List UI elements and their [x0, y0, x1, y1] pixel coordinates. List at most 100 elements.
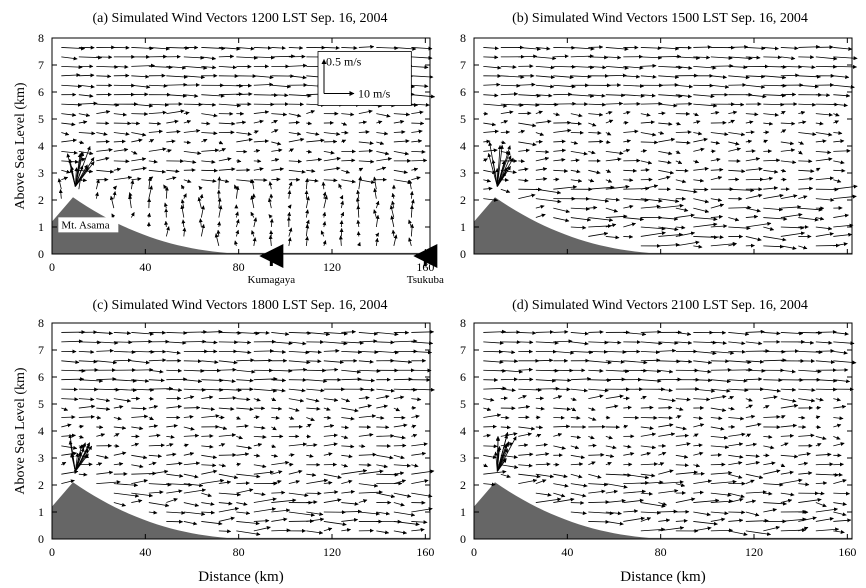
wind-vector: [658, 131, 665, 135]
wind-vector: [815, 139, 827, 144]
wind-vector: [496, 145, 502, 187]
wind-vector: [411, 65, 429, 70]
wind-vector: [798, 150, 803, 155]
wind-vector: [393, 530, 408, 535]
wind-vector: [96, 156, 110, 162]
wind-vector: [411, 414, 420, 419]
wind-vector: [411, 527, 425, 532]
wind-vector: [640, 341, 663, 346]
wind-vector: [216, 229, 221, 237]
wind-vector: [61, 415, 76, 420]
wind-vector: [728, 188, 755, 193]
wind-vector: [693, 423, 705, 428]
wind-vector: [358, 395, 370, 400]
wind-vector: [236, 331, 260, 336]
wind-vector: [640, 451, 651, 456]
wind-vector: [483, 139, 491, 144]
wind-vector: [218, 140, 224, 145]
y-tick-label: 7: [38, 343, 44, 357]
wind-vector: [535, 442, 548, 447]
wind-vector: [201, 329, 223, 334]
wind-vector: [693, 463, 701, 468]
wind-vector: [833, 194, 857, 200]
wind-vector: [253, 470, 274, 475]
wind-vector: [535, 204, 545, 209]
wind-vector: [588, 122, 597, 127]
wind-vector: [553, 407, 571, 412]
wind-vector: [183, 140, 192, 145]
wind-vector: [376, 157, 392, 162]
wind-vector: [320, 230, 325, 237]
wind-vectors: [483, 44, 858, 251]
wind-vector: [833, 511, 847, 517]
wind-vector: [201, 395, 214, 400]
wind-vector: [553, 207, 570, 214]
wind-vector: [815, 415, 821, 420]
wind-vector: [710, 528, 734, 533]
wind-vector: [148, 176, 154, 181]
wind-vector: [588, 435, 595, 440]
wind-vector: [393, 471, 405, 476]
wind-vector: [500, 92, 519, 97]
y-tick-label: 4: [38, 424, 44, 438]
wind-vector: [623, 509, 639, 514]
wind-vector: [376, 454, 394, 460]
wind-vector: [410, 223, 415, 237]
wind-vector: [745, 479, 755, 485]
wind-vector: [483, 469, 507, 475]
wind-vector: [131, 331, 155, 336]
wind-vector: [236, 502, 248, 506]
wind-vector: [693, 147, 705, 152]
wind-vector: [78, 397, 95, 402]
wind-vector: [833, 46, 853, 51]
wind-vector: [113, 462, 124, 467]
wind-vector: [605, 55, 622, 60]
wind-vector: [74, 444, 90, 472]
wind-vector: [535, 56, 557, 61]
wind-vector: [288, 75, 307, 80]
wind-vector: [710, 517, 726, 522]
wind-vector: [236, 340, 252, 345]
wind-vector: [798, 245, 808, 250]
wind-vector: [376, 340, 395, 345]
wind-vector: [675, 442, 691, 447]
wind-vector: [61, 176, 69, 181]
wind-vector: [411, 74, 434, 79]
wind-vector: [483, 178, 492, 183]
wind-vector: [693, 388, 716, 393]
wind-vector: [658, 509, 678, 514]
wind-vector: [236, 46, 255, 51]
wind-vector: [518, 93, 541, 98]
wind-vector: [710, 241, 737, 247]
wind-vector: [658, 462, 665, 466]
wind-vector: [763, 139, 768, 144]
wind-vector: [61, 169, 71, 174]
wind-vector: [658, 480, 684, 485]
wind-vector: [131, 74, 150, 79]
wind-vector: [341, 45, 358, 50]
wind-vector: [833, 120, 840, 125]
wind-vector: [148, 369, 164, 374]
wind-vector: [833, 84, 855, 89]
wind-vector: [70, 453, 76, 472]
wind-vector: [833, 350, 848, 355]
wind-vector: [763, 83, 787, 88]
wind-vector: [710, 110, 720, 115]
wind-vector: [798, 497, 822, 503]
wind-vector: [780, 387, 797, 392]
wind-vector: [305, 219, 310, 228]
wind-vector: [483, 129, 499, 134]
wind-vector: [780, 528, 807, 533]
wind-vector: [693, 159, 700, 164]
wind-vector: [728, 119, 735, 124]
wind-vector: [780, 212, 803, 218]
wind-vector: [148, 378, 165, 383]
wind-vector: [693, 479, 713, 485]
wind-vector: [218, 516, 235, 522]
wind-vector: [253, 75, 274, 80]
wind-vector: [798, 65, 816, 70]
wind-vector: [236, 350, 252, 355]
wind-vector: [728, 388, 749, 393]
wind-vector: [408, 219, 412, 228]
wind-vector: [113, 433, 120, 437]
